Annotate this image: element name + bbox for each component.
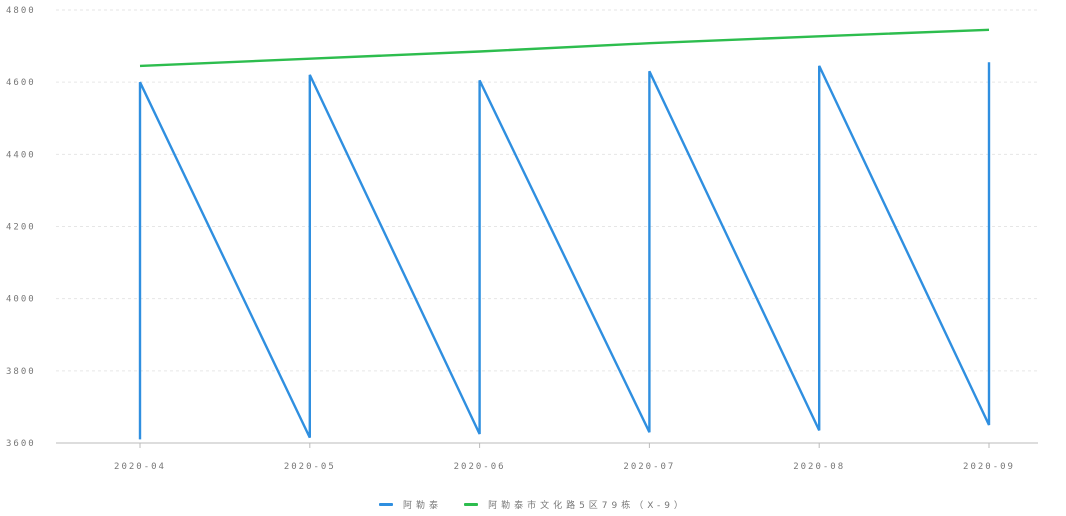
- series-lines: [138, 28, 991, 440]
- grid-lines: [56, 9, 1038, 372]
- y-axis-ticks: 3600 3800 4000 4200 4400 4600 4800: [6, 6, 36, 449]
- x-tick-label: 2020-05: [284, 462, 336, 472]
- y-tick-label: 4200: [6, 223, 36, 233]
- y-tick-label: 4000: [6, 295, 36, 305]
- legend-swatch-blue: [379, 503, 394, 506]
- y-tick-label: 4400: [6, 150, 36, 160]
- x-tick-label: 2020-09: [963, 462, 1015, 472]
- x-axis-ticks: 2020-04 2020-05 2020-06 2020-07 2020-08 2020-…: [114, 443, 1015, 472]
- series-line-2: [139, 28, 990, 68]
- x-tick-label: 2020-07: [623, 462, 675, 472]
- x-tick-label: 2020-06: [454, 462, 506, 472]
- legend-item-series-2[interactable]: 阿勒泰市文化路5区79栋（X-9）: [464, 498, 687, 511]
- series-line-1: [138, 62, 991, 440]
- x-tick-label: 2020-04: [114, 462, 166, 472]
- y-tick-label: 3800: [6, 367, 36, 377]
- legend-swatch-green: [464, 503, 479, 506]
- x-tick-label: 2020-08: [793, 462, 845, 472]
- y-tick-label: 3600: [6, 439, 36, 449]
- legend-label: 阿勒泰市文化路5区79栋（X-9）: [488, 501, 687, 511]
- legend-label: 阿勒泰: [403, 501, 443, 511]
- y-tick-label: 4600: [6, 78, 36, 88]
- y-tick-label: 4800: [6, 6, 36, 16]
- legend-item-series-1[interactable]: 阿勒泰: [379, 498, 442, 511]
- legend: 阿勒泰 阿勒泰市文化路5区79栋（X-9）: [0, 498, 1066, 511]
